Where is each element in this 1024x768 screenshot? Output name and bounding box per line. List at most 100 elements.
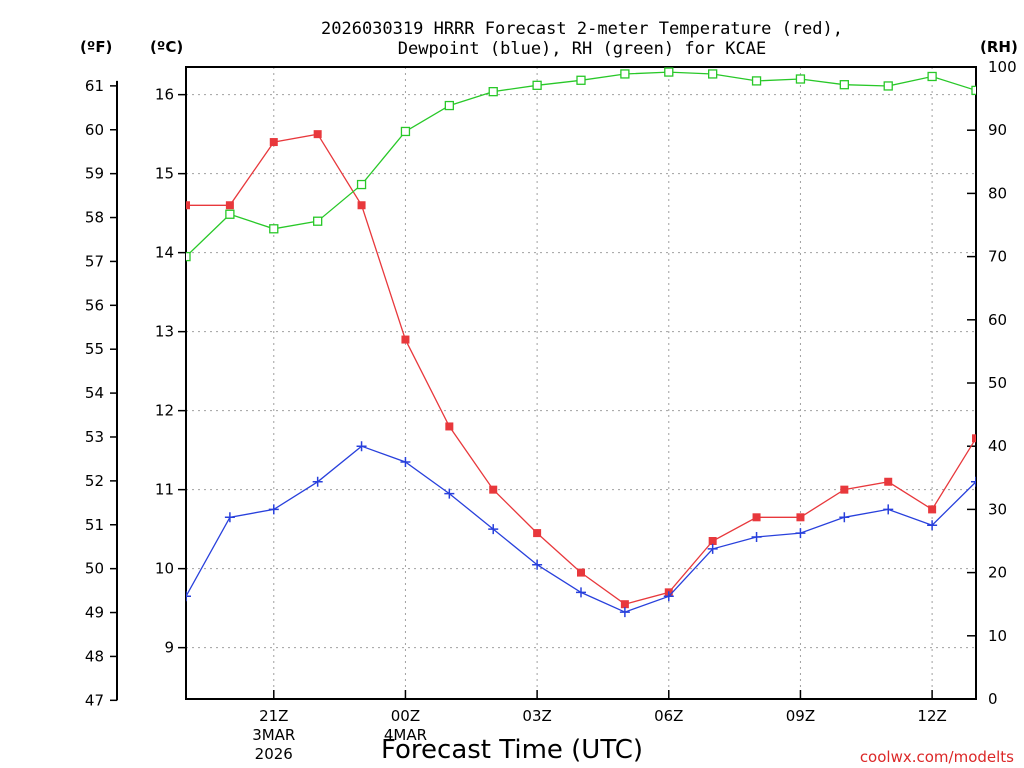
x-tick-label: 00Z bbox=[391, 707, 420, 725]
temperature-point bbox=[620, 600, 629, 609]
dewpoint-point bbox=[839, 512, 850, 523]
celsius-tick-label: 9 bbox=[164, 639, 174, 657]
rh-tick-label: 70 bbox=[988, 248, 1007, 266]
temperature-point bbox=[1016, 470, 1024, 478]
dewpoint-point bbox=[883, 504, 894, 515]
dewpoint-point bbox=[268, 504, 279, 515]
x-tick-label: 06Z bbox=[654, 707, 683, 725]
fahrenheit-tick-label: 54 bbox=[85, 384, 104, 402]
temperature-point bbox=[313, 130, 322, 139]
temperature-point bbox=[269, 138, 278, 147]
dewpoint-point bbox=[400, 457, 411, 467]
dewpoint-point bbox=[488, 524, 499, 535]
fahrenheit-tick-label: 60 bbox=[85, 121, 104, 139]
rh-point bbox=[488, 86, 498, 97]
rh-point bbox=[532, 80, 542, 90]
rh-unit-label: (RH) bbox=[980, 38, 1018, 56]
rh-point bbox=[839, 80, 849, 90]
rh-tick-label: 10 bbox=[988, 627, 1007, 645]
rh-point bbox=[400, 126, 411, 137]
celsius-tick-label: 16 bbox=[155, 86, 174, 104]
rh-point bbox=[927, 71, 937, 82]
dewpoint-point bbox=[224, 512, 235, 523]
x-tick-label: 2026 bbox=[255, 745, 293, 763]
rh-point bbox=[444, 100, 454, 111]
dewpoint-point bbox=[795, 528, 806, 539]
rh-point bbox=[708, 69, 718, 79]
rh-point bbox=[576, 75, 586, 85]
temperature-point bbox=[752, 513, 761, 522]
rh-point bbox=[225, 209, 235, 219]
fahrenheit-tick-label: 53 bbox=[85, 428, 104, 446]
temperature-point bbox=[928, 505, 937, 514]
dewpoint-point bbox=[186, 591, 191, 602]
chart-title-line1: 2026030319 HRRR Forecast 2-meter Tempera… bbox=[321, 19, 843, 39]
celsius-tick-label: 15 bbox=[155, 165, 174, 183]
dewpoint-point bbox=[751, 532, 762, 543]
rh-tick-label: 30 bbox=[988, 500, 1007, 518]
dewpoint-point bbox=[707, 543, 718, 554]
celsius-tick-label: 10 bbox=[155, 560, 174, 578]
temperature-point bbox=[186, 201, 190, 210]
x-tick-label: 12Z bbox=[917, 707, 946, 725]
x-tick-label: 03Z bbox=[522, 707, 551, 725]
temperature-point bbox=[401, 335, 410, 344]
dewpoint-point bbox=[927, 520, 938, 531]
fahrenheit-tick-label: 59 bbox=[85, 165, 104, 183]
watermark: coolwx.com/modelts bbox=[860, 748, 1014, 766]
dewpoint-point bbox=[312, 476, 323, 487]
series-line-dewpoint bbox=[186, 445, 976, 613]
dewpoint-point bbox=[971, 476, 976, 487]
temperature-point bbox=[225, 201, 234, 210]
rh-tick-label: 20 bbox=[988, 564, 1007, 582]
temperature-point bbox=[357, 201, 366, 210]
rh-point bbox=[883, 81, 893, 91]
rh-point bbox=[269, 224, 279, 234]
axes: 47 48 49 50 51 52 53 54 55 56 57 58 59 60 61 9 10 11 12 13 1… bbox=[85, 58, 1017, 763]
fahrenheit-tick-label: 57 bbox=[85, 252, 104, 270]
rh-point bbox=[313, 216, 323, 226]
x-tick-label: 3MAR bbox=[252, 726, 295, 744]
grid-lines bbox=[186, 67, 976, 699]
celsius-tick-label: 11 bbox=[155, 481, 174, 499]
dewpoint-point bbox=[444, 488, 455, 499]
celsius-tick-label: 12 bbox=[155, 402, 174, 420]
temperature-point bbox=[972, 434, 976, 443]
dewpoint-point bbox=[619, 607, 630, 618]
temperature-point bbox=[796, 513, 805, 522]
chart-title-line2: Dewpoint (blue), RH (green) for KCAE bbox=[398, 39, 766, 59]
fahrenheit-tick-label: 52 bbox=[85, 472, 104, 490]
x-tick-label: 09Z bbox=[786, 707, 815, 725]
temperature-point bbox=[489, 485, 498, 494]
rh-point bbox=[664, 67, 674, 77]
rh-point bbox=[971, 85, 976, 96]
rh-tick-label: 90 bbox=[988, 121, 1007, 139]
rh-tick-label: 0 bbox=[988, 690, 998, 708]
temperature-point bbox=[445, 422, 454, 431]
rh-tick-label: 60 bbox=[988, 311, 1007, 329]
x-tick-label: 4MAR bbox=[384, 726, 427, 744]
series-line-rh bbox=[186, 71, 976, 258]
temperature-point bbox=[533, 529, 542, 538]
fahrenheit-tick-label: 61 bbox=[85, 77, 104, 95]
fahrenheit-unit-label: (ºF) bbox=[80, 38, 112, 56]
rh-tick-label: 80 bbox=[988, 184, 1007, 202]
temperature-point bbox=[708, 537, 717, 545]
rh-point bbox=[751, 76, 762, 86]
rh-tick-label: 100 bbox=[988, 58, 1017, 76]
rh-tick-label: 50 bbox=[988, 374, 1007, 392]
x-tick-label: 21Z bbox=[259, 707, 288, 725]
celsius-tick-label: 13 bbox=[155, 323, 174, 341]
dewpoint-point bbox=[356, 441, 367, 452]
fahrenheit-tick-label: 56 bbox=[85, 296, 104, 314]
x-axis-label: Forecast Time (UTC) bbox=[381, 735, 643, 765]
rh-point bbox=[186, 251, 191, 262]
fahrenheit-tick-label: 50 bbox=[85, 560, 104, 578]
fahrenheit-tick-label: 51 bbox=[85, 516, 104, 534]
rh-point bbox=[795, 74, 806, 84]
rh-point bbox=[356, 179, 367, 190]
fahrenheit-tick-label: 47 bbox=[85, 691, 104, 709]
series-rh bbox=[186, 67, 976, 262]
series-temperature bbox=[186, 130, 1024, 609]
